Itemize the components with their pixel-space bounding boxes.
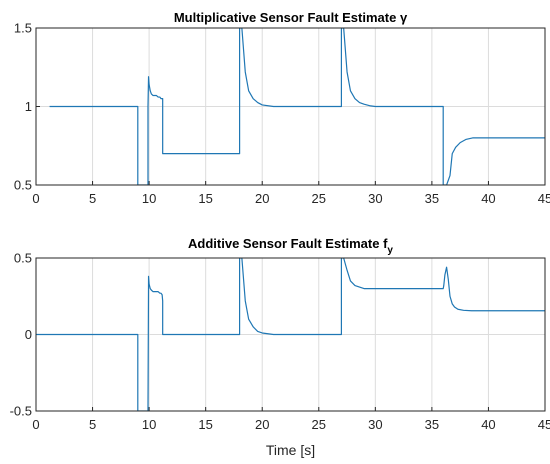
x-tick-label: 15 [198, 417, 212, 432]
x-tick-label: 30 [368, 191, 382, 206]
x-tick-label: 45 [538, 417, 550, 432]
x-tick-label: 5 [89, 191, 96, 206]
x-tick-label: 35 [425, 417, 439, 432]
chart-title-additive: Additive Sensor Fault Estimate fy [188, 236, 393, 256]
y-tick-label: -0.5 [10, 404, 32, 419]
y-tick-label: 1.5 [14, 21, 32, 36]
series-line [36, 258, 545, 411]
y-tick-label: 1 [25, 99, 32, 114]
x-tick-label: 20 [255, 191, 269, 206]
x-tick-label: 0 [32, 417, 39, 432]
x-tick-label: 40 [481, 417, 495, 432]
subplot-multiplicative: Multiplicative Sensor Fault Estimate γ 0… [14, 10, 550, 206]
tick-labels-bottom: 0 5 10 15 20 25 30 35 40 45-0.500.5 [10, 251, 550, 433]
x-tick-label: 30 [368, 417, 382, 432]
x-tick-label: 35 [425, 191, 439, 206]
x-tick-label: 15 [198, 191, 212, 206]
x-tick-label: 5 [89, 417, 96, 432]
plot-area-top [49, 28, 545, 185]
x-axis-label: Time [s] [266, 442, 315, 458]
series-line [49, 28, 545, 185]
tick-labels-top: 0 5 10 15 20 25 30 35 40 45 0.5 1 1.5 [14, 21, 550, 207]
x-tick-label: 25 [312, 191, 326, 206]
x-tick-label: 40 [481, 191, 495, 206]
x-tick-label: 45 [538, 191, 550, 206]
x-tick-label: 20 [255, 417, 269, 432]
axes-frame-bottom [35, 257, 546, 412]
x-tick-label: 25 [312, 417, 326, 432]
x-tick-label: 10 [142, 417, 156, 432]
x-tick-label: 0 [32, 191, 39, 206]
x-tick-label: 10 [142, 191, 156, 206]
plot-area-bottom [36, 258, 545, 411]
subplot-additive: Additive Sensor Fault Estimate fy 0 5 10 15… [10, 236, 550, 458]
y-tick-label: 0 [25, 327, 32, 342]
axes-frame-top [35, 27, 546, 186]
title-subscript: y [387, 245, 393, 256]
y-tick-label: 0.5 [14, 251, 32, 266]
y-tick-label: 0.5 [14, 178, 32, 193]
chart-title-multiplicative: Multiplicative Sensor Fault Estimate γ [174, 10, 408, 25]
